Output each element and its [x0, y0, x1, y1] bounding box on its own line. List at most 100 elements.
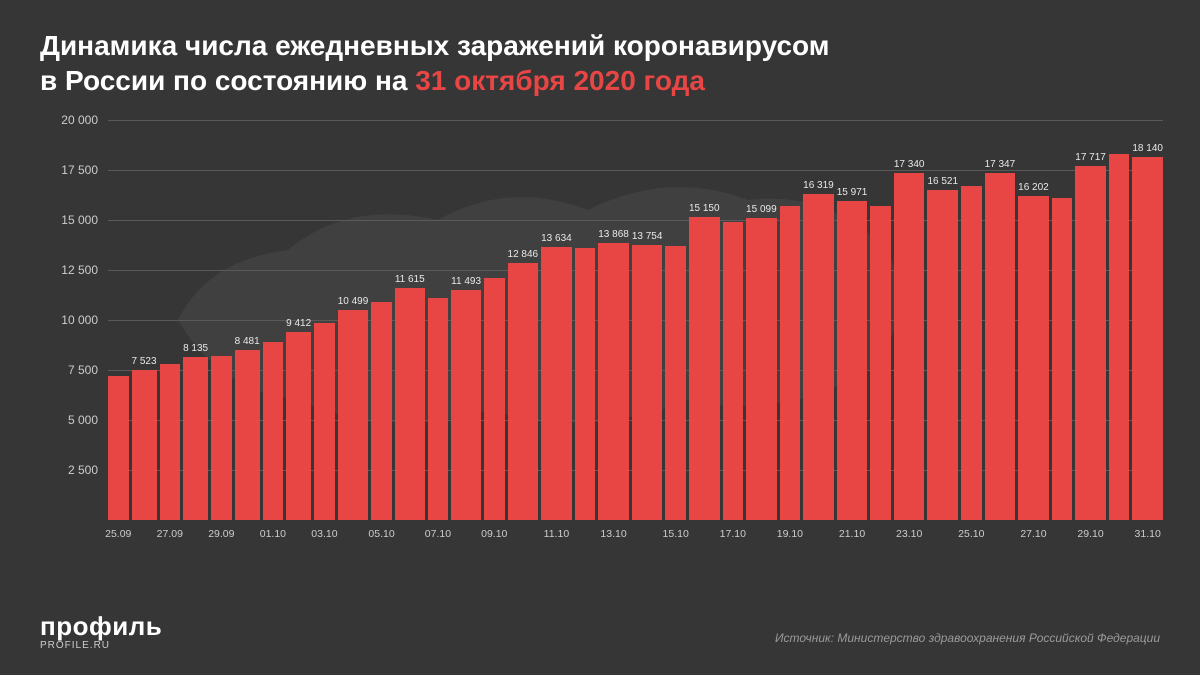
bar-slot: 16 521: [927, 120, 958, 520]
bar-value-label: 17 340: [894, 159, 925, 170]
chart-title: Динамика числа ежедневных заражений коро…: [40, 28, 1160, 98]
bar: [598, 243, 629, 520]
bar: [961, 186, 982, 520]
bar-value-label: 17 717: [1075, 152, 1106, 163]
bar-slot: 17.10: [723, 120, 744, 520]
bar: [428, 298, 449, 520]
bar-slot: 17 34023.10: [894, 120, 925, 520]
bar-slot: 15 099: [746, 120, 777, 520]
bar-slot: 16 319: [803, 120, 834, 520]
bar-value-label: 18 140: [1132, 143, 1163, 154]
y-axis-label: 10 000: [61, 313, 108, 327]
title-date-highlight: 31 октября 2020 года: [415, 65, 705, 96]
x-axis-label: 11.10: [544, 528, 570, 540]
bar: [689, 217, 720, 520]
y-axis-label: 17 500: [61, 163, 108, 177]
bar-value-label: 13 634: [541, 233, 572, 244]
bar-value-label: 15 099: [746, 204, 777, 215]
x-axis-label: 27.09: [157, 528, 183, 540]
bar-slot: 15 97121.10: [837, 120, 868, 520]
bar-slot: 27.09: [160, 120, 181, 520]
x-axis-label: 25.09: [105, 528, 131, 540]
y-axis-label: 5 000: [68, 413, 108, 427]
bar: [183, 357, 208, 520]
x-axis-label: 23.10: [896, 528, 922, 540]
bar-value-label: 9 412: [286, 318, 311, 329]
x-axis-label: 05.10: [368, 528, 394, 540]
bar-slot: 9 412: [286, 120, 311, 520]
bar: [927, 190, 958, 520]
bar: [1018, 196, 1049, 520]
x-axis-label: 27.10: [1020, 528, 1046, 540]
bar-slot: 15.10: [665, 120, 686, 520]
bar-slot: 29.09: [211, 120, 232, 520]
x-axis-label: 03.10: [311, 528, 337, 540]
chart-area: 2 5005 0007 50010 00012 50015 00017 5002…: [48, 120, 1163, 550]
bar-slot: [1109, 120, 1130, 520]
bar-slot: 25.09: [108, 120, 129, 520]
bar: [108, 376, 129, 520]
bar: [894, 173, 925, 520]
bar-slot: 7 523: [132, 120, 157, 520]
bar-value-label: 10 499: [338, 296, 369, 307]
x-axis-label: 09.10: [481, 528, 507, 540]
bar: [235, 350, 260, 520]
bar-value-label: 15 971: [837, 187, 868, 198]
bar: [780, 206, 801, 520]
bar-value-label: 13 754: [632, 231, 663, 242]
bar-slot: 16 20227.10: [1018, 120, 1049, 520]
bar: [314, 323, 335, 520]
x-axis-label: 01.10: [260, 528, 286, 540]
bar: [451, 290, 481, 520]
bar-value-label: 11 493: [451, 276, 481, 287]
bar: [665, 246, 686, 520]
bar: [803, 194, 834, 520]
bar-value-label: 16 319: [803, 180, 834, 191]
bar-slot: 13 754: [632, 120, 663, 520]
bar-value-label: 8 135: [183, 343, 208, 354]
x-axis-label: 25.10: [958, 528, 984, 540]
bar-slot: 13 86813.10: [598, 120, 629, 520]
plot-region: 2 5005 0007 50010 00012 50015 00017 5002…: [108, 120, 1163, 520]
x-axis-label: 31.10: [1135, 528, 1161, 540]
bar: [837, 201, 868, 520]
bar-value-label: 11 615: [395, 274, 425, 285]
bar-value-label: 13 868: [598, 229, 629, 240]
bar-slot: 05.10: [371, 120, 392, 520]
bar-slot: 17 71729.10: [1075, 120, 1106, 520]
bar: [632, 245, 663, 520]
bar-slot: 8 135: [183, 120, 208, 520]
bar-slot: 15 150: [689, 120, 720, 520]
bar-slot: 17 347: [985, 120, 1016, 520]
source-attribution: Источник: Министерство здравоохранения Р…: [775, 631, 1160, 645]
bar-value-label: 8 481: [235, 336, 260, 347]
bar: [484, 278, 505, 520]
bar: [1109, 154, 1130, 520]
bar-slot: 09.10: [484, 120, 505, 520]
bar-slot: 18 14031.10: [1132, 120, 1163, 520]
bar-slot: 03.10: [314, 120, 335, 520]
bar: [371, 302, 392, 520]
bar: [508, 263, 539, 520]
bar-slot: 07.10: [428, 120, 449, 520]
title-line2-prefix: в России по состоянию на: [40, 65, 415, 96]
bar-slot: 8 481: [235, 120, 260, 520]
y-axis-label: 15 000: [61, 213, 108, 227]
x-axis-label: 21.10: [839, 528, 865, 540]
bar: [160, 364, 181, 520]
bar: [575, 248, 596, 520]
bar-slot: 25.10: [961, 120, 982, 520]
bar-value-label: 15 150: [689, 203, 720, 214]
bars-container: 25.097 52327.098 13529.098 48101.109 412…: [108, 120, 1163, 520]
bar: [132, 370, 157, 520]
logo-main-text: профиль: [40, 611, 162, 642]
bar-value-label: 16 202: [1018, 182, 1049, 193]
bar-value-label: 12 846: [508, 249, 539, 260]
bar: [1052, 198, 1073, 520]
bar-value-label: 16 521: [927, 176, 958, 187]
bar-slot: [870, 120, 891, 520]
x-axis-label: 07.10: [425, 528, 451, 540]
bar: [263, 342, 284, 520]
bar-slot: 01.10: [263, 120, 284, 520]
bar-slot: 19.10: [780, 120, 801, 520]
